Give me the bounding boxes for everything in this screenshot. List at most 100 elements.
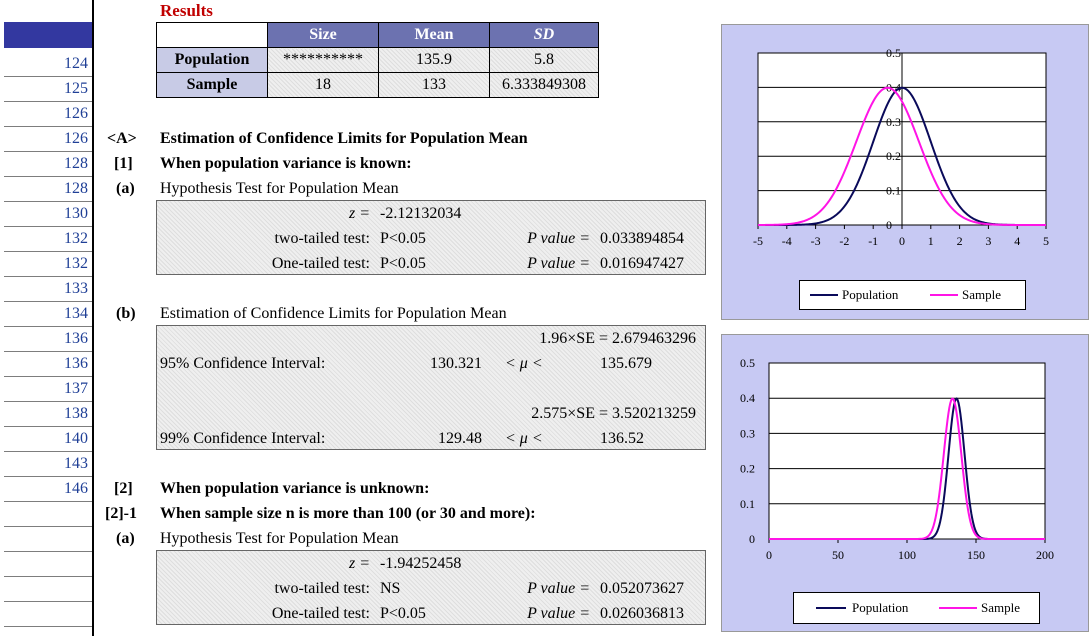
legend-sample-label: Sample — [962, 287, 1001, 302]
row-number-cell[interactable] — [4, 552, 92, 577]
ci99-mu: < μ < — [505, 430, 543, 447]
part2-marker: [2] — [114, 480, 133, 497]
chart-standardized: 00.10.20.30.40.5-5 -4 -3 -2 -1 0 1 2 3 4 5 — [753, 46, 1049, 248]
se-95[interactable]: 1.96×SE = 2.679463296 — [539, 330, 696, 347]
ci95-mu: < μ < — [505, 355, 543, 372]
part21a-title: Hypothesis Test for Population Mean — [160, 530, 399, 547]
y-tick-label: 0 — [886, 218, 892, 232]
cell-population-sd[interactable]: 5.8 — [489, 47, 599, 73]
y-tick-label: 0.2 — [886, 149, 901, 163]
x-tick-label: 100 — [898, 548, 916, 562]
part1-title: When population variance is known: — [160, 155, 412, 172]
part21-title: When sample size n is more than 100 (or … — [160, 505, 536, 522]
row-number-cell[interactable]: 126 — [4, 102, 92, 127]
se-99[interactable]: 2.575×SE = 3.520213259 — [531, 405, 696, 422]
part2-title: When population variance is unknown: — [160, 480, 430, 497]
section-a-marker: <A> — [107, 130, 137, 147]
two-tailed-p-value-2[interactable]: 0.052073627 — [600, 580, 684, 597]
column-header-selected[interactable] — [4, 22, 92, 48]
row-number-cell[interactable]: 140 — [4, 427, 92, 452]
row-number-cell[interactable]: 133 — [4, 277, 92, 302]
table-corner — [156, 22, 268, 48]
one-tailed-result-2[interactable]: P<0.05 — [380, 605, 426, 622]
two-tailed-p-value-1[interactable]: 0.033894854 — [600, 230, 684, 247]
x-tick-label: 1 — [928, 234, 934, 248]
z-value-1[interactable]: -2.12132034 — [380, 205, 462, 222]
two-tailed-result-2[interactable]: NS — [380, 580, 401, 597]
chart-legend-1: Population Sample — [799, 280, 1026, 310]
ci95-high[interactable]: 135.679 — [600, 355, 652, 372]
results-title: Results — [160, 1, 213, 20]
row-number-cell[interactable] — [4, 527, 92, 552]
row-number-cell[interactable]: 126 — [4, 127, 92, 152]
y-tick-label: 0.1 — [740, 497, 755, 511]
row-number-cell[interactable]: 138 — [4, 402, 92, 427]
one-tailed-result-1[interactable]: P<0.05 — [380, 255, 426, 272]
cell-population-size[interactable]: ********** — [267, 47, 379, 73]
cell-sample-sd[interactable]: 6.333849308 — [489, 72, 599, 98]
row-number-cell[interactable]: 137 — [4, 377, 92, 402]
header-sd: SD — [489, 22, 599, 48]
z-label-1: z = — [348, 205, 370, 222]
row-number-cell[interactable]: 128 — [4, 177, 92, 202]
y-tick-label: 0.3 — [886, 115, 901, 129]
one-tailed-p-value-1[interactable]: 0.016947427 — [600, 255, 684, 272]
row-number-cell[interactable]: 143 — [4, 452, 92, 477]
y-tick-label: 0.3 — [740, 426, 755, 440]
ci99-label: 99% Confidence Interval: — [160, 430, 326, 447]
chart-legend-2: Population Sample — [793, 592, 1040, 624]
one-tailed-label-2: One-tailed test: — [271, 605, 370, 622]
row-number-cell[interactable]: 130 — [4, 202, 92, 227]
row-number-cell[interactable] — [4, 577, 92, 602]
row-number-cell[interactable] — [4, 502, 92, 527]
cell-sample-size[interactable]: 18 — [267, 72, 379, 98]
two-tailed-result-1[interactable]: P<0.05 — [380, 230, 426, 247]
chart-raw: 0 0.1 0.2 0.3 0.4 0.5 0 50 100 150 200 — [740, 356, 1054, 562]
x-tick-label: -5 — [753, 234, 763, 248]
confidence-interval-box — [156, 325, 706, 450]
row-number-cell[interactable]: 132 — [4, 227, 92, 252]
ci99-low[interactable]: 129.48 — [438, 430, 482, 447]
z-label-2: z = — [348, 555, 370, 572]
plot-area — [768, 362, 1046, 540]
row-number-cell[interactable] — [4, 602, 92, 627]
x-tick-label: 50 — [832, 548, 844, 562]
chart-standardized-panel[interactable]: 0 0.1 0.2 0.3 0.4 0.5 -5 -4 -3 -2 -1 0 1 2 3 4 5 Populat… — [721, 24, 1089, 320]
row-number-cell[interactable]: 132 — [4, 252, 92, 277]
row-number-cell[interactable]: 124 — [4, 52, 92, 77]
row-number-column: 124 125 126 126 128 128 130 132 132 133 134 136 136 1… — [0, 0, 94, 636]
cell-population-mean[interactable]: 135.9 — [378, 47, 490, 73]
cell-sample-mean[interactable]: 133 — [378, 72, 490, 98]
z-value-2[interactable]: -1.94252458 — [380, 555, 462, 572]
legend-swatches-2 — [816, 607, 977, 609]
row-number-cell[interactable]: 134 — [4, 302, 92, 327]
x-tick-label: 150 — [967, 548, 985, 562]
x-tick-label: 3 — [985, 234, 991, 248]
row-number-cell[interactable]: 146 — [4, 477, 92, 502]
results-table: Size Mean SD Population ********** 135.9… — [156, 22, 599, 98]
chart-raw-panel[interactable]: 0 0.1 0.2 0.3 0.4 0.5 0 50 100 150 200 Population … — [721, 334, 1089, 632]
hypothesis-test-box-1 — [156, 200, 706, 275]
y-tick-label: 0.5 — [740, 356, 755, 370]
one-tailed-p-value-2[interactable]: 0.026036813 — [600, 605, 684, 622]
part1-marker: [1] — [114, 155, 133, 172]
x-tick-label: 200 — [1036, 548, 1054, 562]
x-tick-label: -3 — [811, 234, 821, 248]
part1a-marker: (a) — [116, 180, 135, 197]
y-tick-label: 0.4 — [740, 391, 755, 405]
hypothesis-test-box-2 — [156, 550, 706, 625]
series-line-sample — [769, 397, 1045, 540]
y-tick-label: 0.2 — [740, 462, 755, 476]
row-number-cell[interactable]: 136 — [4, 327, 92, 352]
legend-population-label: Population — [842, 287, 899, 302]
row-number-cell[interactable]: 136 — [4, 352, 92, 377]
legend-swatches-1 — [810, 294, 958, 296]
row-number-cell[interactable]: 128 — [4, 152, 92, 177]
ci95-low[interactable]: 130.321 — [430, 355, 482, 372]
two-tailed-p-label-1: P value = — [527, 230, 590, 247]
row-number-cell[interactable]: 125 — [4, 77, 92, 102]
ci99-high[interactable]: 136.52 — [600, 430, 644, 447]
y-tick-label: 0.5 — [886, 46, 901, 60]
one-tailed-p-label-1: P value = — [527, 255, 590, 272]
x-tick-label: 0 — [899, 234, 905, 248]
